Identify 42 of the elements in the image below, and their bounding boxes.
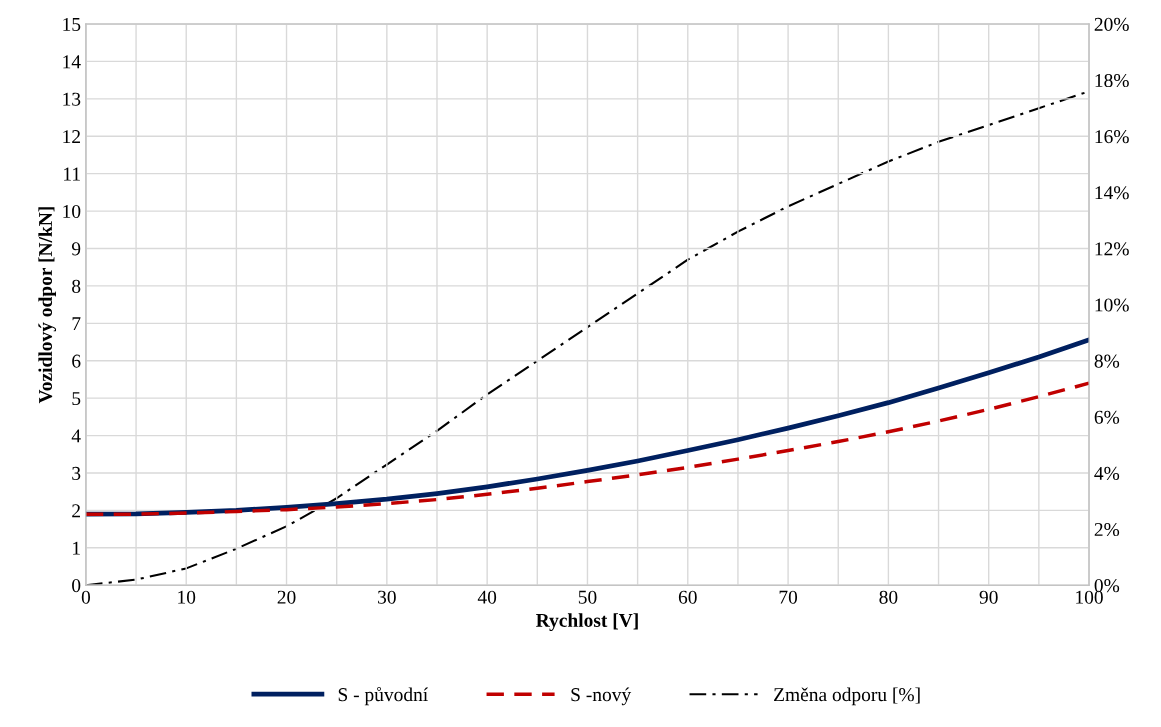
y2-tick-label: 4% [1094,466,1120,480]
y-tick-label: 11 [64,167,80,181]
x-tick-label: 10 [178,590,196,604]
x-tick-label: 60 [678,590,697,604]
line-series [85,381,1090,516]
y2-tick-label: 2% [1094,522,1120,537]
y-tick-label: 14 [63,55,81,69]
legend-label: Změna odporu [%] [774,687,920,706]
x-tick-label: 80 [879,590,898,604]
y2-tick-label: 12% [1095,242,1129,256]
y-tick-label: 8 [72,279,81,293]
y-tick-label: 13 [63,92,81,106]
x-tick-label: 0 [81,590,91,604]
x-tick-label: 30 [378,590,396,604]
y2-tick-label: 6% [1094,410,1120,424]
x-axis-title: Rychlost [V] [536,613,638,631]
legend-label: S -nový [571,687,632,706]
legend-label: S - původní [338,686,429,706]
x-tick-label: 20 [277,590,296,604]
y2-tick-label: 20% [1094,17,1129,31]
x-tick-label: 40 [477,590,497,604]
x-tick-label: 90 [979,590,998,604]
y-axis-title: Vozidlový odpor [N/kN] [38,207,57,404]
y-tick-label: 0 [72,579,81,593]
y-tick-label: 12 [63,130,80,143]
y-tick-label: 1 [73,541,80,555]
y2-tick-label: 18% [1095,73,1129,88]
x-tick-label: 50 [578,590,597,604]
y-tick-label: 5 [72,392,81,406]
y-tick-label: 9 [71,242,81,256]
y-tick-label: 15 [63,17,81,31]
y2-tick-label: 14% [1095,186,1129,200]
y-tick-label: 10 [63,204,81,219]
y2-tick-label: 8% [1094,354,1120,368]
y-tick-label: 3 [72,466,81,480]
y2-tick-label: 10% [1095,298,1129,312]
y-tick-label: 2 [72,504,80,518]
y-tick-label: 6 [72,354,81,368]
x-tick-label: 70 [779,590,798,604]
y-tick-label: 7 [72,317,81,331]
y2-tick-label: 16% [1095,130,1129,144]
y-tick-label: 4 [71,429,81,443]
